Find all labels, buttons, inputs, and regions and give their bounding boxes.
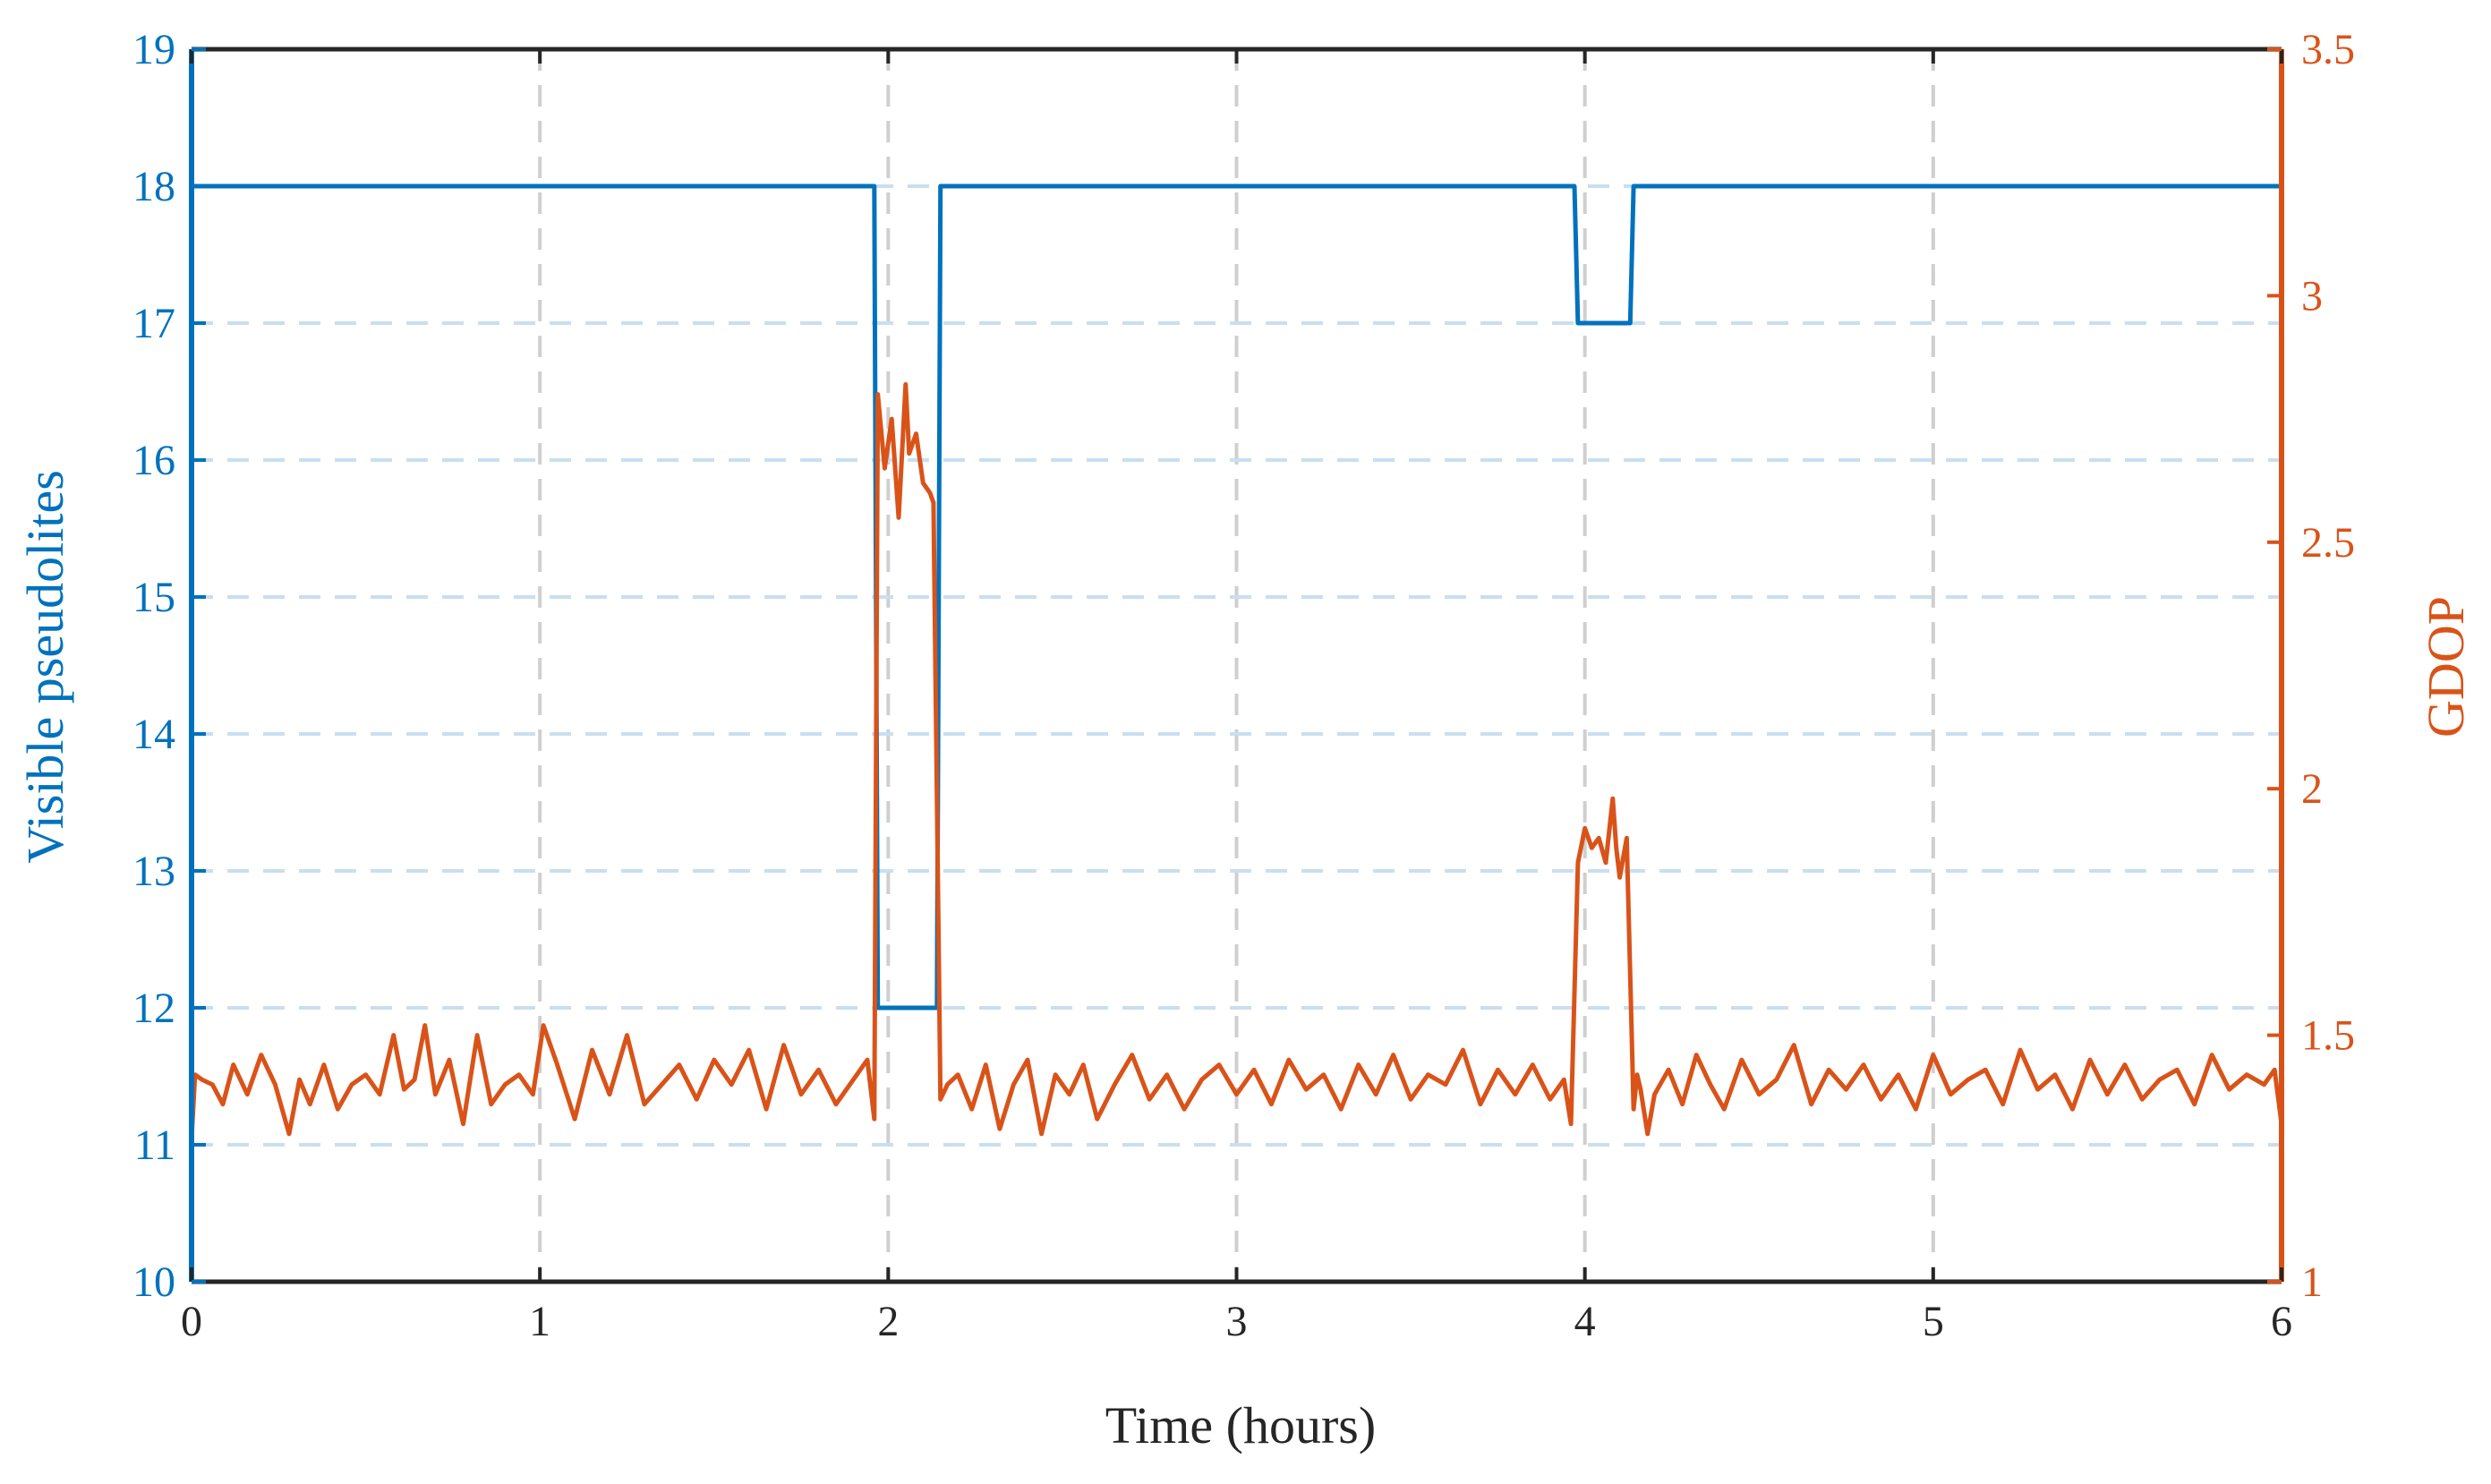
left-y-tick-label-17: 17 xyxy=(132,300,175,347)
left-y-tick-label-19: 19 xyxy=(132,26,175,73)
left-y-tick-label-14: 14 xyxy=(132,711,175,758)
x-tick-label-6: 6 xyxy=(2271,1298,2292,1345)
axes xyxy=(189,47,2284,1284)
x-axis-title: Time (hours) xyxy=(1105,1396,1376,1454)
series-layer xyxy=(189,183,2284,1139)
series-line-right xyxy=(189,382,2284,1139)
x-tick-label-4: 4 xyxy=(1574,1298,1596,1345)
left-y-tick-label-11: 11 xyxy=(134,1122,175,1169)
x-tick-label-5: 5 xyxy=(1923,1298,1944,1345)
left-y-tick-label-10: 10 xyxy=(132,1258,175,1306)
x-tick-label-2: 2 xyxy=(877,1298,899,1345)
left-y-axis-title: Visible pseudolites xyxy=(16,470,74,864)
right-y-tick-label-1: 1 xyxy=(2301,1258,2323,1306)
right-y-tick-label-2.5: 2.5 xyxy=(2301,519,2355,567)
right-y-axis-title: GDOP xyxy=(2417,596,2475,738)
left-y-tick-label-12: 12 xyxy=(132,985,175,1032)
right-y-tick-label-2: 2 xyxy=(2301,765,2323,813)
x-tick-label-3: 3 xyxy=(1226,1298,1248,1345)
right-y-tick-label-3.5: 3.5 xyxy=(2301,26,2355,73)
x-tick-label-0: 0 xyxy=(181,1298,202,1345)
left-y-tick-label-18: 18 xyxy=(132,163,175,210)
right-y-tick-label-3: 3 xyxy=(2301,272,2323,320)
x-tick-label-1: 1 xyxy=(529,1298,550,1345)
left-y-tick-label-15: 15 xyxy=(132,574,175,621)
left-y-tick-label-13: 13 xyxy=(132,848,175,895)
left-y-tick-label-16: 16 xyxy=(132,437,175,484)
right-y-tick-label-1.5: 1.5 xyxy=(2301,1012,2355,1060)
